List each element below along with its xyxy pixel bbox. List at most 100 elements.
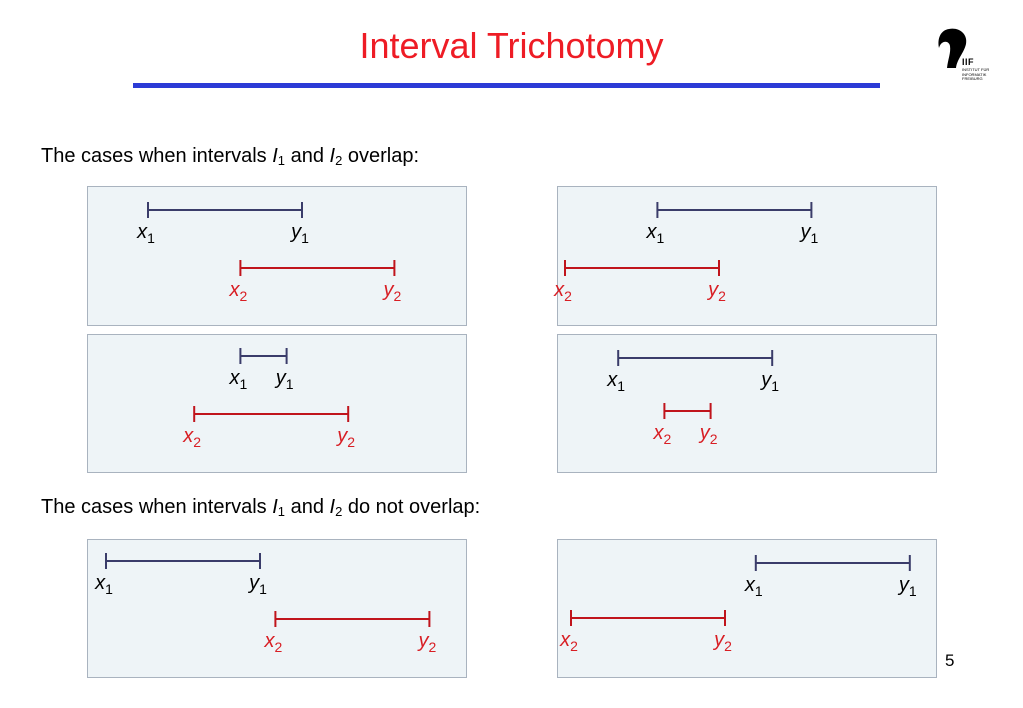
label-x1-symbol: x xyxy=(646,221,658,243)
institute-logo: IIF INSTITUT FÜR INFORMATIK FREIBURG xyxy=(935,26,997,82)
logo-emblem-icon xyxy=(938,28,967,68)
label-x2-symbol: x xyxy=(559,629,571,651)
label-y1-subscript: 1 xyxy=(301,230,309,246)
label-x1-symbol: x xyxy=(606,369,618,391)
label-y1-subscript: 1 xyxy=(259,581,267,597)
label-y2-subscript: 2 xyxy=(718,288,726,304)
label-y2-symbol: y xyxy=(712,629,725,651)
label-y1-symbol: y xyxy=(799,221,812,243)
label-x1-symbol: x xyxy=(744,574,756,596)
label-x2-symbol: x xyxy=(182,425,194,447)
label-y2-symbol: y xyxy=(335,425,348,447)
label-x1-subscript: 1 xyxy=(657,230,665,246)
label-y2-symbol: y xyxy=(417,630,430,652)
label-y2: y2 xyxy=(706,279,726,304)
label-y2: y2 xyxy=(382,279,402,304)
panel-background xyxy=(557,186,937,326)
label-y2: y2 xyxy=(712,629,732,654)
label-x1: x1 xyxy=(606,369,625,394)
label-x2: x2 xyxy=(264,630,283,655)
label-x1-symbol: x xyxy=(229,367,241,389)
label-y2-symbol: y xyxy=(382,279,395,301)
heading-text: and xyxy=(285,145,330,167)
panel-background xyxy=(557,334,937,473)
label-y1-subscript: 1 xyxy=(811,230,819,246)
label-x2-symbol: x xyxy=(653,422,665,444)
label-x1: x1 xyxy=(744,574,763,599)
label-x2-subscript: 2 xyxy=(275,639,283,655)
label-x2-subscript: 2 xyxy=(240,288,248,304)
label-x2-symbol: x xyxy=(264,630,276,652)
label-y2-subscript: 2 xyxy=(710,431,718,447)
label-x2: x2 xyxy=(553,279,572,304)
interval-symbol: I xyxy=(329,145,336,167)
heading-text: The cases when intervals xyxy=(41,145,273,167)
label-y2-subscript: 2 xyxy=(724,638,732,654)
label-y2: y2 xyxy=(335,425,355,450)
label-y1: y1 xyxy=(799,221,819,246)
label-y2: y2 xyxy=(698,422,718,447)
label-y1: y1 xyxy=(247,572,267,597)
panel-background xyxy=(87,334,467,473)
label-x1-subscript: 1 xyxy=(240,376,248,392)
title-underline xyxy=(133,83,880,88)
label-y2-symbol: y xyxy=(698,422,711,444)
logo-line-3: FREIBURG xyxy=(962,76,983,81)
interval-symbol: I xyxy=(272,496,278,518)
label-x2: x2 xyxy=(559,629,578,654)
label-y1-subscript: 1 xyxy=(909,583,917,599)
label-x2-subscript: 2 xyxy=(664,431,672,447)
logo-line-2: INFORMATIK xyxy=(962,71,987,77)
panel-background xyxy=(87,186,467,326)
label-y1-subscript: 1 xyxy=(771,378,779,394)
panel-background xyxy=(87,539,467,678)
label-x1-subscript: 1 xyxy=(755,583,763,599)
label-y1: y1 xyxy=(897,574,917,599)
label-x2-symbol: x xyxy=(553,279,565,301)
interval-subscript: 2 xyxy=(335,153,343,168)
label-x1-subscript: 1 xyxy=(105,581,113,597)
interval-symbol: I xyxy=(329,496,336,518)
logo-line-1: INSTITUT FÜR xyxy=(962,67,990,72)
interval-subscript: 1 xyxy=(277,504,286,519)
label-y1-symbol: y xyxy=(289,221,302,243)
logo-letters: IIF xyxy=(962,57,974,67)
heading-text: and xyxy=(285,496,330,518)
interval-subscript: 2 xyxy=(335,504,343,519)
label-y1-subscript: 1 xyxy=(286,376,294,392)
label-x2: x2 xyxy=(182,425,201,450)
label-x1: x1 xyxy=(136,221,155,246)
label-y1: y1 xyxy=(289,221,309,246)
label-y2-symbol: y xyxy=(706,279,719,301)
label-x2: x2 xyxy=(653,422,672,447)
label-x2-subscript: 2 xyxy=(570,638,578,654)
label-y2-subscript: 2 xyxy=(394,288,402,304)
label-x1-subscript: 1 xyxy=(617,378,625,394)
interval-symbol: I xyxy=(272,145,278,167)
heading-text: overlap: xyxy=(342,145,420,167)
label-x1: x1 xyxy=(229,367,248,392)
label-x1-symbol: x xyxy=(136,221,148,243)
label-y1-symbol: y xyxy=(247,572,260,594)
label-y1-symbol: y xyxy=(274,367,287,389)
label-y2-subscript: 2 xyxy=(429,639,437,655)
label-x1-symbol: x xyxy=(94,572,106,594)
non-overlap-heading: The cases when intervals I1 and I2 do no… xyxy=(41,495,480,519)
label-y1-symbol: y xyxy=(897,574,910,596)
interval-subscript: 1 xyxy=(277,153,286,168)
label-x1: x1 xyxy=(94,572,113,597)
label-y2: y2 xyxy=(417,630,437,655)
label-x1: x1 xyxy=(646,221,665,246)
label-x2-symbol: x xyxy=(229,279,241,301)
page-number: 5 xyxy=(945,651,955,670)
panel-background xyxy=(557,539,937,678)
label-x2: x2 xyxy=(229,279,248,304)
label-y1: y1 xyxy=(274,367,294,392)
